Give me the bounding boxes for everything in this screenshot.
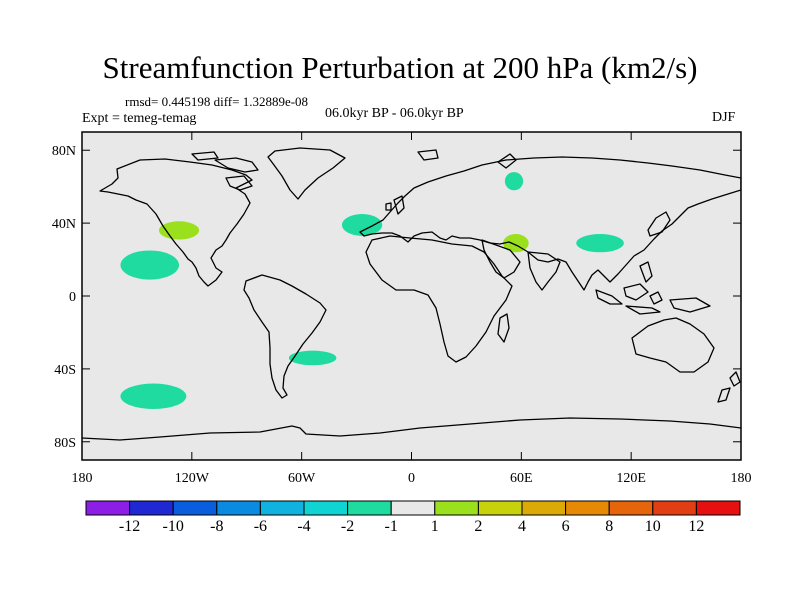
plot-title: Streamfunction Perturbation at 200 hPa (… <box>102 50 698 85</box>
colorbar-swatch <box>652 500 697 516</box>
coastline-british-isles <box>385 195 405 215</box>
colorbar-label: -12 <box>118 518 141 535</box>
season-label: DJF <box>712 110 736 125</box>
coastline-japan <box>647 211 671 237</box>
lat-tick-label: 0 <box>69 290 76 305</box>
coastline-antarctica <box>82 417 741 441</box>
coastline-africa <box>365 235 513 363</box>
lat-tick-label: 80N <box>52 144 76 159</box>
colorbar-swatch <box>434 500 479 516</box>
colorbar-label: -4 <box>297 518 311 535</box>
colorbar-swatch <box>347 500 392 516</box>
period-label: 06.0kyr BP - 06.0kyr BP <box>325 106 464 121</box>
colorbar-swatch <box>521 500 567 516</box>
colorbar-label: -1 <box>384 518 398 535</box>
colorbar-swatch <box>390 500 436 516</box>
coastline-madagascar <box>497 313 510 343</box>
colorbar-swatch <box>303 500 349 516</box>
coastline-arctic-eurasia <box>417 149 517 169</box>
coastline-india <box>527 251 561 291</box>
colorbar-label: 10 <box>644 518 661 535</box>
coastline-new-zealand <box>717 371 741 403</box>
colorbar-label: -2 <box>340 518 355 535</box>
coastline-indonesia <box>595 261 711 315</box>
lon-tick-label: 0 <box>408 471 415 486</box>
colorbar-swatch <box>695 500 741 516</box>
axis-ticks: 80N 40N 0 40S 80S 180 120W 60W 0 60E 120E 180 <box>52 132 752 486</box>
colorbar-label: 1 <box>430 518 439 535</box>
anomaly-california <box>158 221 200 240</box>
lat-tick-label: 80S <box>54 436 76 451</box>
colorbar-swatch <box>129 500 174 516</box>
anomaly-west-siberia <box>504 172 524 191</box>
anomaly-layer <box>120 172 624 409</box>
lon-tick-label: 120E <box>616 471 646 486</box>
rmsd-stats: rmsd= 0.445198 diff= 1.32889e-08 <box>125 94 309 109</box>
colorbar-swatch <box>172 500 218 516</box>
anomaly-north-atlantic <box>341 214 383 236</box>
colorbar-label: 6 <box>561 518 570 535</box>
lon-tick-label: 120W <box>175 471 210 486</box>
lat-tick-label: 40N <box>52 217 76 232</box>
coastline-arctic-islands <box>191 151 259 191</box>
coastline-eurasia <box>359 156 741 291</box>
lon-tick-label: 180 <box>731 471 752 486</box>
colorbar-swatch <box>216 500 261 516</box>
colorbar-swatch <box>477 500 523 516</box>
lon-tick-label: 180 <box>72 471 93 486</box>
coastline-north-america <box>99 158 253 287</box>
coastline-layer <box>82 147 741 441</box>
colorbar-label: -10 <box>162 518 184 535</box>
anomaly-china <box>576 234 624 253</box>
anomaly-middle-east <box>503 234 529 253</box>
colorbar-swatch <box>259 500 305 516</box>
colorbar-label: -8 <box>210 518 224 535</box>
coastline-australia <box>631 317 715 373</box>
colorbar-label: 4 <box>518 518 526 535</box>
lon-tick-label: 60E <box>510 471 533 486</box>
lat-tick-label: 40S <box>54 363 76 378</box>
anomaly-east-pacific <box>120 250 180 280</box>
map-background <box>82 132 741 460</box>
anomaly-south-pacific <box>120 383 187 409</box>
coastline-greenland <box>267 147 346 200</box>
lon-tick-label: 60W <box>288 471 316 486</box>
experiment-label: Expt = temeg-temag <box>82 111 197 126</box>
colorbar-label: 12 <box>688 518 705 535</box>
coastline-south-america <box>243 274 327 399</box>
colorbar-label: 2 <box>474 518 483 535</box>
anomaly-south-america <box>288 350 337 366</box>
colorbar-label: 8 <box>605 518 614 535</box>
colorbar <box>85 500 741 516</box>
colorbar-swatch <box>85 500 131 516</box>
colorbar-swatch <box>565 500 610 516</box>
colorbar-label: -6 <box>253 518 268 535</box>
colorbar-swatch <box>608 500 654 516</box>
